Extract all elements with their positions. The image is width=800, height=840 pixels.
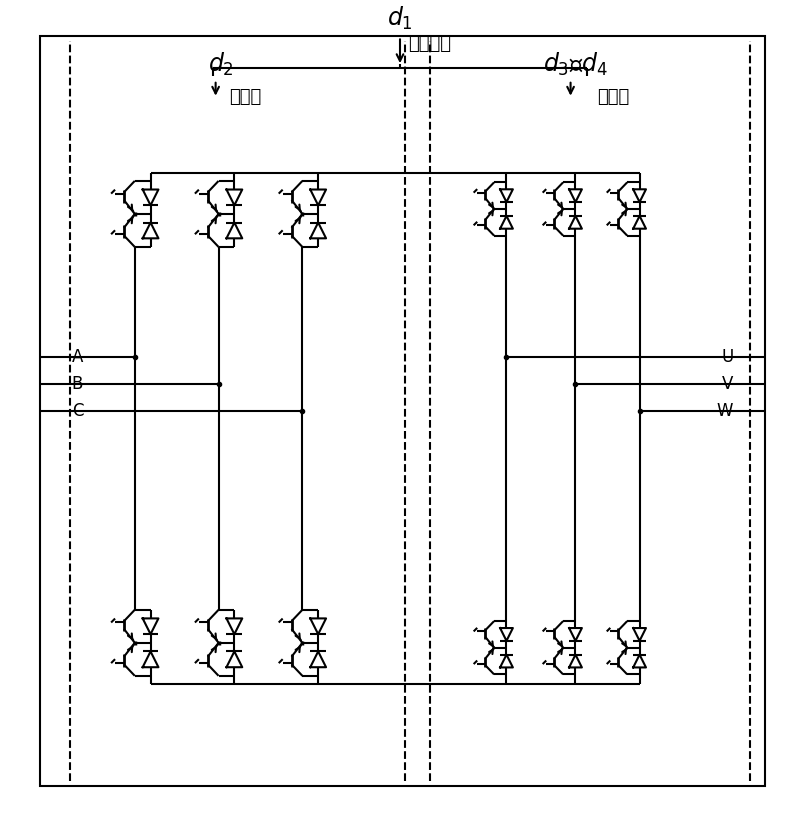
Text: V: V [722,375,734,393]
Text: A: A [72,348,83,366]
Text: 逆变级: 逆变级 [597,87,630,106]
Text: $d_1$: $d_1$ [387,4,413,32]
Text: B: B [72,375,83,393]
Text: $d_3$、$d_4$: $d_3$、$d_4$ [543,50,607,78]
Text: 前馈校正: 前馈校正 [408,34,451,53]
Text: U: U [721,348,734,366]
Text: 整流级: 整流级 [230,87,262,106]
Text: $d_2$: $d_2$ [208,50,234,78]
Text: C: C [72,402,83,420]
Text: W: W [717,402,734,420]
